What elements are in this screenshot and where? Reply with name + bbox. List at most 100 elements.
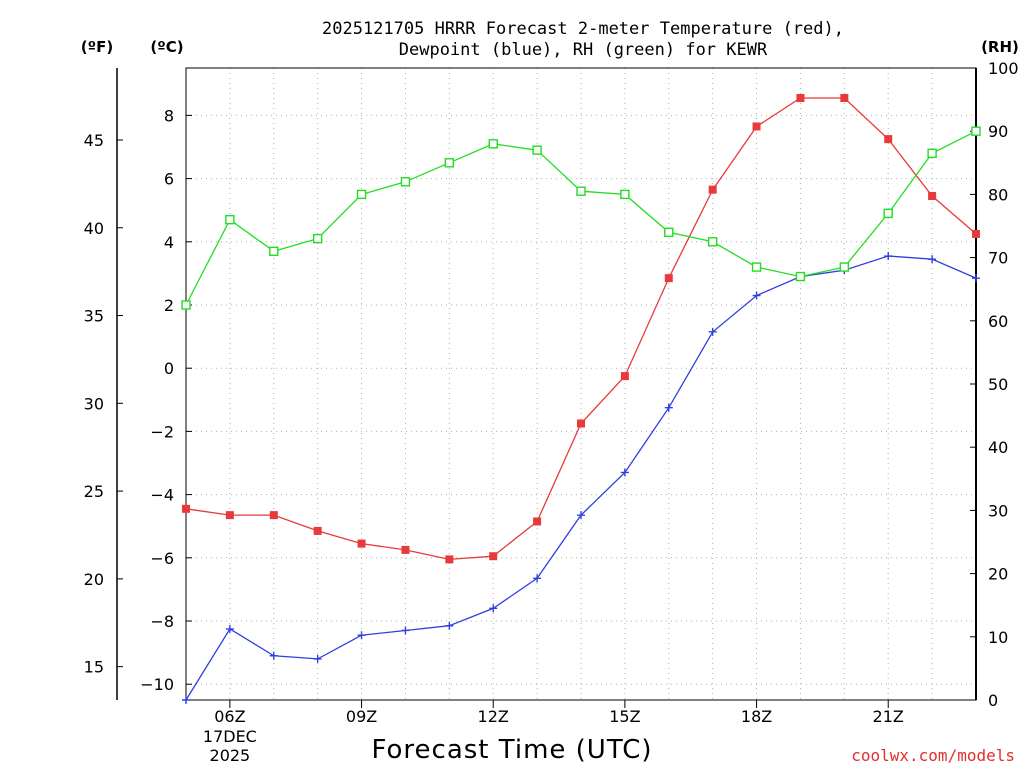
data-point-rh [927, 148, 937, 159]
data-point-rh [795, 271, 806, 282]
data-point-temperature [796, 94, 805, 103]
celsius-tick-label: 8 [164, 106, 174, 125]
data-point-temperature [840, 94, 849, 103]
rh-tick-label: 80 [988, 185, 1008, 204]
x-tick-label: 21Z [873, 707, 904, 726]
gridlines [186, 68, 976, 700]
data-point-temperature [664, 274, 673, 283]
data-point-dewpoint [928, 255, 937, 264]
celsius-tick-label: −4 [150, 486, 174, 505]
data-point-rh [883, 208, 893, 219]
data-point-dewpoint [401, 626, 410, 635]
rh-tick-label: 50 [988, 375, 1008, 394]
fahrenheit-tick-label: 30 [84, 394, 104, 413]
data-point-temperature [577, 419, 585, 428]
rh-tick-label: 20 [988, 565, 1008, 584]
data-point-dewpoint [357, 631, 366, 640]
celsius-tick-label: −6 [150, 549, 174, 568]
data-point-rh [181, 300, 191, 310]
data-point-rh [707, 237, 718, 247]
fahrenheit-tick-label: 20 [84, 570, 104, 589]
data-point-dewpoint [533, 574, 542, 583]
data-point-dewpoint [664, 403, 673, 412]
series-rh [181, 126, 981, 310]
fahrenheit-tick-label: 40 [84, 219, 104, 238]
x-axis-title: Forecast Time (UTC) [371, 735, 652, 765]
data-point-temperature [972, 229, 980, 238]
data-point-temperature [401, 545, 410, 554]
celsius-tick-label: −2 [150, 422, 174, 441]
data-point-rh [620, 189, 630, 200]
celsius-tick-label: 6 [164, 170, 174, 189]
fahrenheit-tick-label: 15 [84, 658, 104, 677]
rh-tick-label: 100 [988, 59, 1019, 78]
data-point-dewpoint [884, 252, 893, 261]
data-point-rh [664, 227, 674, 238]
data-point-dewpoint [182, 696, 190, 704]
fahrenheit-tick-label: 45 [84, 131, 104, 150]
x-tick-label: 12Z [478, 707, 509, 726]
celsius-unit-label: (ºC) [150, 38, 183, 56]
data-point-dewpoint [445, 621, 454, 630]
chart-title-line-2: Dewpoint (blue), RH (green) for KEWR [399, 40, 768, 60]
data-point-temperature [533, 517, 542, 526]
data-point-rh [488, 139, 498, 149]
data-point-temperature [620, 372, 629, 381]
data-point-rh [839, 262, 850, 272]
chart-title: 2025121705 HRRR Forecast 2-meter Tempera… [322, 19, 844, 60]
data-point-dewpoint [708, 327, 717, 336]
data-point-temperature [928, 191, 937, 200]
fahrenheit-unit-label: (ºF) [81, 38, 113, 56]
rh-unit-label: (RH) [981, 38, 1019, 56]
data-point-rh [751, 262, 762, 272]
x-tick-label: 18Z [741, 707, 772, 726]
celsius-tick-label: 0 [164, 359, 174, 378]
rh-tick-label: 90 [988, 122, 1008, 141]
x-tick-label: 09Z [346, 707, 377, 726]
data-point-temperature [225, 511, 234, 520]
data-series [181, 94, 981, 704]
rh-tick-label: 10 [988, 628, 1008, 647]
data-point-temperature [489, 552, 498, 561]
rh-tick-label: 40 [988, 438, 1008, 457]
series-temperature [182, 94, 980, 564]
data-point-dewpoint [752, 291, 761, 300]
data-point-dewpoint [313, 654, 322, 663]
rh-tick-label: 30 [988, 501, 1008, 520]
data-point-rh [444, 158, 455, 168]
data-point-dewpoint [269, 651, 278, 660]
data-point-rh [269, 246, 279, 256]
data-point-temperature [269, 511, 278, 520]
data-point-dewpoint [620, 468, 629, 477]
data-point-rh [971, 126, 981, 136]
data-point-rh [576, 186, 586, 196]
credit-text: coolwx.com/models [851, 746, 1015, 765]
data-point-temperature [752, 122, 761, 131]
tick-labels: 86420−2−4−6−8−10454035302520151009080706… [84, 59, 1019, 765]
data-point-rh [532, 145, 542, 155]
data-point-temperature [445, 555, 454, 564]
data-point-temperature [884, 135, 893, 144]
data-point-dewpoint [577, 511, 585, 520]
celsius-tick-label: −10 [140, 675, 174, 694]
rh-tick-label: 0 [988, 691, 998, 710]
celsius-tick-label: 4 [164, 233, 174, 252]
x-tick-sublabel: 17DEC [203, 727, 257, 746]
data-point-temperature [182, 504, 190, 513]
x-tick-label: 15Z [609, 707, 640, 726]
axes [116, 67, 977, 708]
rh-tick-label: 70 [988, 249, 1008, 268]
celsius-tick-label: 2 [164, 296, 174, 315]
x-tick-sublabel: 2025 [210, 746, 251, 765]
chart-title-line-1: 2025121705 HRRR Forecast 2-meter Tempera… [322, 19, 844, 39]
data-point-rh [312, 233, 323, 244]
data-point-dewpoint [972, 274, 980, 283]
rh-tick-label: 60 [988, 312, 1008, 331]
data-point-dewpoint [225, 624, 234, 633]
fahrenheit-tick-label: 35 [84, 307, 104, 326]
fahrenheit-tick-label: 25 [84, 482, 104, 501]
data-point-temperature [708, 185, 717, 194]
data-point-rh [400, 177, 411, 187]
data-point-dewpoint [489, 604, 498, 613]
